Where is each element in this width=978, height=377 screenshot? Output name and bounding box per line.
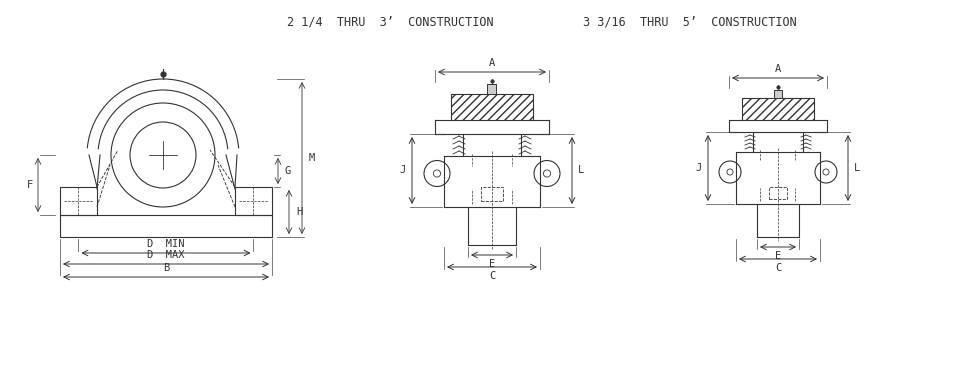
Text: 3 3/16  THRU  5’  CONSTRUCTION: 3 3/16 THRU 5’ CONSTRUCTION [583, 15, 796, 29]
Text: H: H [295, 207, 302, 217]
Text: E: E [774, 251, 780, 261]
Bar [768, 187, 786, 199]
Text: F: F [26, 180, 33, 190]
Text: E: E [488, 259, 495, 269]
Bar [235, 187, 272, 215]
Bar [774, 90, 781, 98]
Text: J: J [399, 166, 406, 176]
Text: D  MAX: D MAX [147, 250, 185, 260]
Text: L: L [577, 166, 584, 176]
Text: A: A [774, 64, 780, 74]
Bar [741, 98, 813, 120]
Text: G: G [285, 166, 290, 176]
Bar [60, 187, 97, 215]
Bar [451, 94, 532, 120]
Text: C: C [774, 263, 780, 273]
Text: A: A [488, 58, 495, 68]
Bar [60, 215, 272, 237]
Bar [487, 84, 496, 94]
Text: L: L [853, 163, 860, 173]
Text: J: J [695, 163, 701, 173]
Bar [480, 187, 503, 201]
Text: B: B [162, 263, 169, 273]
Text: 2 1/4  THRU  3’  CONSTRUCTION: 2 1/4 THRU 3’ CONSTRUCTION [287, 15, 493, 29]
Text: C: C [488, 271, 495, 281]
Text: D  MIN: D MIN [147, 239, 185, 249]
Text: M: M [309, 153, 315, 163]
